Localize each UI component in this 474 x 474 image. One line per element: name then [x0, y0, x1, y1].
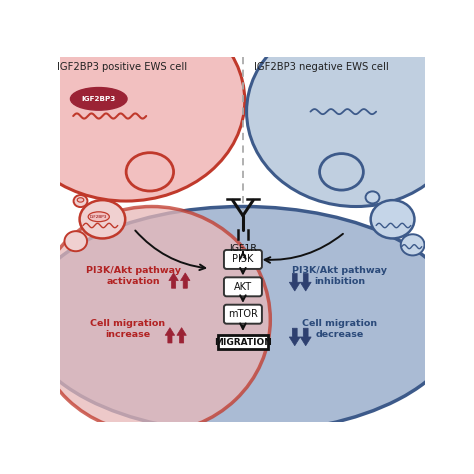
Ellipse shape [401, 234, 425, 255]
Polygon shape [169, 273, 178, 288]
Text: mTOR: mTOR [228, 309, 258, 319]
Ellipse shape [365, 191, 379, 203]
Ellipse shape [246, 17, 465, 207]
Text: Cell migration
increase: Cell migration increase [91, 319, 165, 339]
Text: PI3K/Akt pathway
activation: PI3K/Akt pathway activation [86, 266, 181, 286]
Polygon shape [289, 328, 300, 346]
Ellipse shape [88, 212, 109, 222]
Text: MIGRATION: MIGRATION [214, 338, 272, 347]
Ellipse shape [8, 0, 245, 201]
Polygon shape [165, 328, 175, 343]
Polygon shape [289, 273, 300, 291]
Ellipse shape [64, 231, 87, 251]
Text: AKT: AKT [234, 282, 252, 292]
Polygon shape [300, 328, 311, 346]
Ellipse shape [73, 195, 87, 207]
Polygon shape [181, 273, 190, 288]
Polygon shape [177, 328, 186, 343]
Text: PI3K: PI3K [232, 255, 254, 264]
Polygon shape [300, 273, 311, 291]
Text: IGF2BP3: IGF2BP3 [90, 215, 108, 219]
Bar [219, 336, 267, 349]
Text: IGF2BP3 negative EWS cell: IGF2BP3 negative EWS cell [254, 63, 389, 73]
Text: IGF2BP3 positive EWS cell: IGF2BP3 positive EWS cell [57, 63, 187, 73]
Ellipse shape [126, 153, 173, 191]
FancyBboxPatch shape [224, 277, 262, 296]
Ellipse shape [80, 200, 125, 238]
FancyBboxPatch shape [224, 305, 262, 324]
Text: Cell migration
decrease: Cell migration decrease [302, 319, 377, 339]
Ellipse shape [71, 88, 127, 110]
Text: PI3K/Akt pathway
inhibition: PI3K/Akt pathway inhibition [292, 266, 387, 286]
Text: IGF2BP3: IGF2BP3 [82, 96, 116, 102]
FancyBboxPatch shape [224, 250, 262, 269]
Ellipse shape [24, 207, 462, 433]
Text: IGF1R: IGF1R [229, 244, 257, 253]
Ellipse shape [371, 200, 414, 238]
Ellipse shape [319, 154, 364, 190]
Ellipse shape [77, 198, 84, 202]
Ellipse shape [33, 207, 270, 433]
